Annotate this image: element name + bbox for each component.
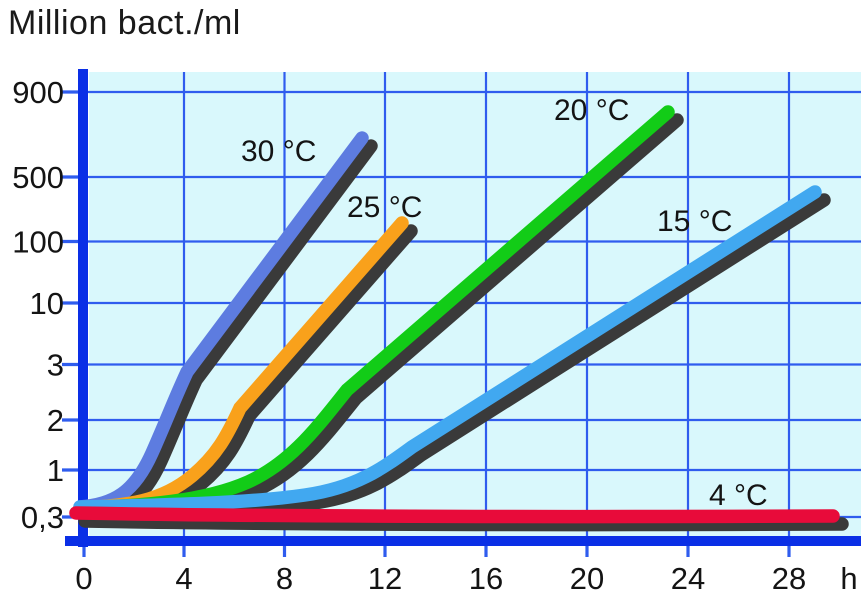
y-tick-label-10: 10 [30,286,64,321]
x-tick-label-12: 12 [368,561,402,596]
x-unit-label: h [840,561,857,596]
series-label-25°C: 25 °C [347,191,422,224]
x-tick-label-28: 28 [772,561,806,596]
x-tick-label-24: 24 [671,561,705,596]
series-label-30°C: 30 °C [241,135,316,168]
series-label-20°C: 20 °C [554,94,629,127]
x-tick-label-20: 20 [570,561,604,596]
x-tick-label-16: 16 [469,561,503,596]
y-tick-label-3: 3 [47,348,64,383]
x-tick-label-4: 4 [175,561,192,596]
y-tick-label-2: 2 [47,403,64,438]
chart-title: Million bact./ml [8,4,241,42]
x-axis [65,536,861,546]
series-label-4°C: 4 °C [709,479,768,512]
y-axis [78,69,88,547]
curve-15°C [73,185,822,514]
y-tick-label-0,3: 0,3 [21,500,64,535]
curve-shadow-4°C [78,514,849,532]
y-tick-label-1: 1 [47,453,64,488]
y-tick-label-100: 100 [12,225,64,260]
y-tick-label-500: 500 [12,160,64,195]
x-tick-label-8: 8 [276,561,293,596]
y-tick-label-900: 900 [12,75,64,110]
curve-4°C [69,506,840,524]
x-tick-label-0: 0 [75,561,92,596]
series-label-15°C: 15 °C [657,205,732,238]
